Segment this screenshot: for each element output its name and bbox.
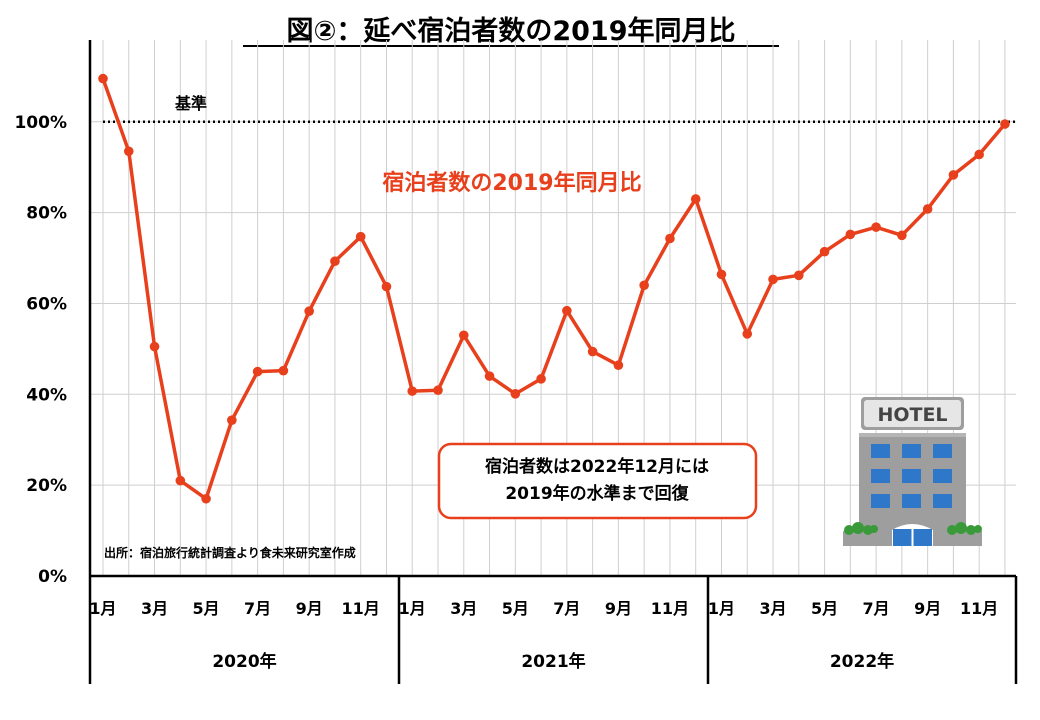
y-tick-label: 60% xyxy=(26,294,67,314)
y-tick-label: 100% xyxy=(14,113,67,133)
data-point xyxy=(175,475,186,486)
x-tick-label: 3月 xyxy=(450,599,477,618)
x-tick-label: 11月 xyxy=(651,599,689,618)
data-point xyxy=(510,389,521,399)
y-tick-label: 20% xyxy=(26,476,67,496)
data-point xyxy=(871,222,881,232)
axes xyxy=(88,40,1018,684)
x-tick-label: 9月 xyxy=(296,599,323,618)
data-point xyxy=(562,305,572,316)
data-point xyxy=(330,256,340,267)
x-tick-label: 9月 xyxy=(605,599,632,618)
x-axis-ticks: 1月 3月 5月 7月 9月 11月 1月 3月 5月 7月 9月 11月 1月 3月 5月 7月 9月 11月 xyxy=(89,599,998,618)
year-label: 2020年 xyxy=(212,651,276,672)
data-point xyxy=(407,386,418,396)
data-point xyxy=(201,493,211,504)
chart-title: 図②：延べ宿泊者数の2019年同月比 xyxy=(286,15,735,47)
callout-line-1: 宿泊者数は2022年12月には xyxy=(485,456,709,477)
y-tick-label: 40% xyxy=(26,385,67,405)
x-tick-label: 9月 xyxy=(914,599,941,618)
data-point xyxy=(227,415,237,425)
x-tick-label: 3月 xyxy=(759,599,786,618)
callout-box xyxy=(437,442,758,520)
data-point xyxy=(304,306,314,316)
data-point xyxy=(1000,119,1010,129)
data-series xyxy=(98,73,1010,504)
data-point xyxy=(716,269,727,280)
data-point xyxy=(381,281,392,292)
x-tick-label: 7月 xyxy=(863,599,890,618)
data-point xyxy=(742,329,753,339)
data-point xyxy=(355,231,366,242)
x-tick-label: 1月 xyxy=(89,599,116,618)
x-tick-label: 3月 xyxy=(141,599,168,618)
data-point xyxy=(98,73,108,84)
y-tick-label: 0% xyxy=(38,567,67,587)
callout-line-2: 2019年の水準まで回復 xyxy=(505,483,689,504)
reference-label: 基準 xyxy=(174,94,207,113)
data-point xyxy=(587,346,598,357)
callout: 宿泊者数は2022年12月には 2019年の水準まで回復 xyxy=(437,442,758,520)
data-point xyxy=(458,330,469,341)
source-note: 出所：宿泊旅行統計調査より食未来研究室作成 xyxy=(104,545,356,560)
data-point xyxy=(690,194,701,204)
x-tick-label: 11月 xyxy=(342,599,380,618)
data-point xyxy=(922,204,933,214)
year-labels: 2020年 2021年 2022年 xyxy=(212,651,894,672)
x-tick-label: 5月 xyxy=(811,599,838,618)
x-tick-label: 11月 xyxy=(960,599,998,618)
y-tick-label: 80% xyxy=(26,204,67,224)
year-label: 2022年 xyxy=(830,651,894,672)
data-point xyxy=(793,270,804,281)
data-point xyxy=(897,230,907,241)
hotel-building-icon: HOTEL xyxy=(843,397,982,546)
data-point xyxy=(123,146,134,157)
x-tick-label: 1月 xyxy=(399,599,426,618)
data-point xyxy=(768,274,778,285)
x-tick-label: 5月 xyxy=(502,599,529,618)
hotel-sign: HOTEL xyxy=(877,404,947,426)
x-tick-label: 7月 xyxy=(244,599,271,618)
x-tick-label: 7月 xyxy=(553,599,580,618)
x-tick-label: 5月 xyxy=(193,599,220,618)
data-point xyxy=(665,233,675,244)
data-point xyxy=(536,374,546,384)
data-point xyxy=(639,280,649,291)
data-point xyxy=(484,371,495,381)
x-tick-label: 1月 xyxy=(708,599,735,618)
data-point xyxy=(974,149,984,160)
data-point xyxy=(819,246,830,257)
series-label: 宿泊者数の2019年同月比 xyxy=(382,170,641,196)
data-point xyxy=(948,170,959,180)
data-point xyxy=(278,365,289,376)
data-point xyxy=(252,366,263,377)
data-point xyxy=(845,229,856,240)
y-axis-ticks: 0% 20% 40% 60% 80% 100% xyxy=(14,113,67,587)
data-point xyxy=(613,360,624,371)
data-point xyxy=(433,385,443,396)
data-point xyxy=(149,341,160,352)
year-label: 2021年 xyxy=(521,651,585,672)
